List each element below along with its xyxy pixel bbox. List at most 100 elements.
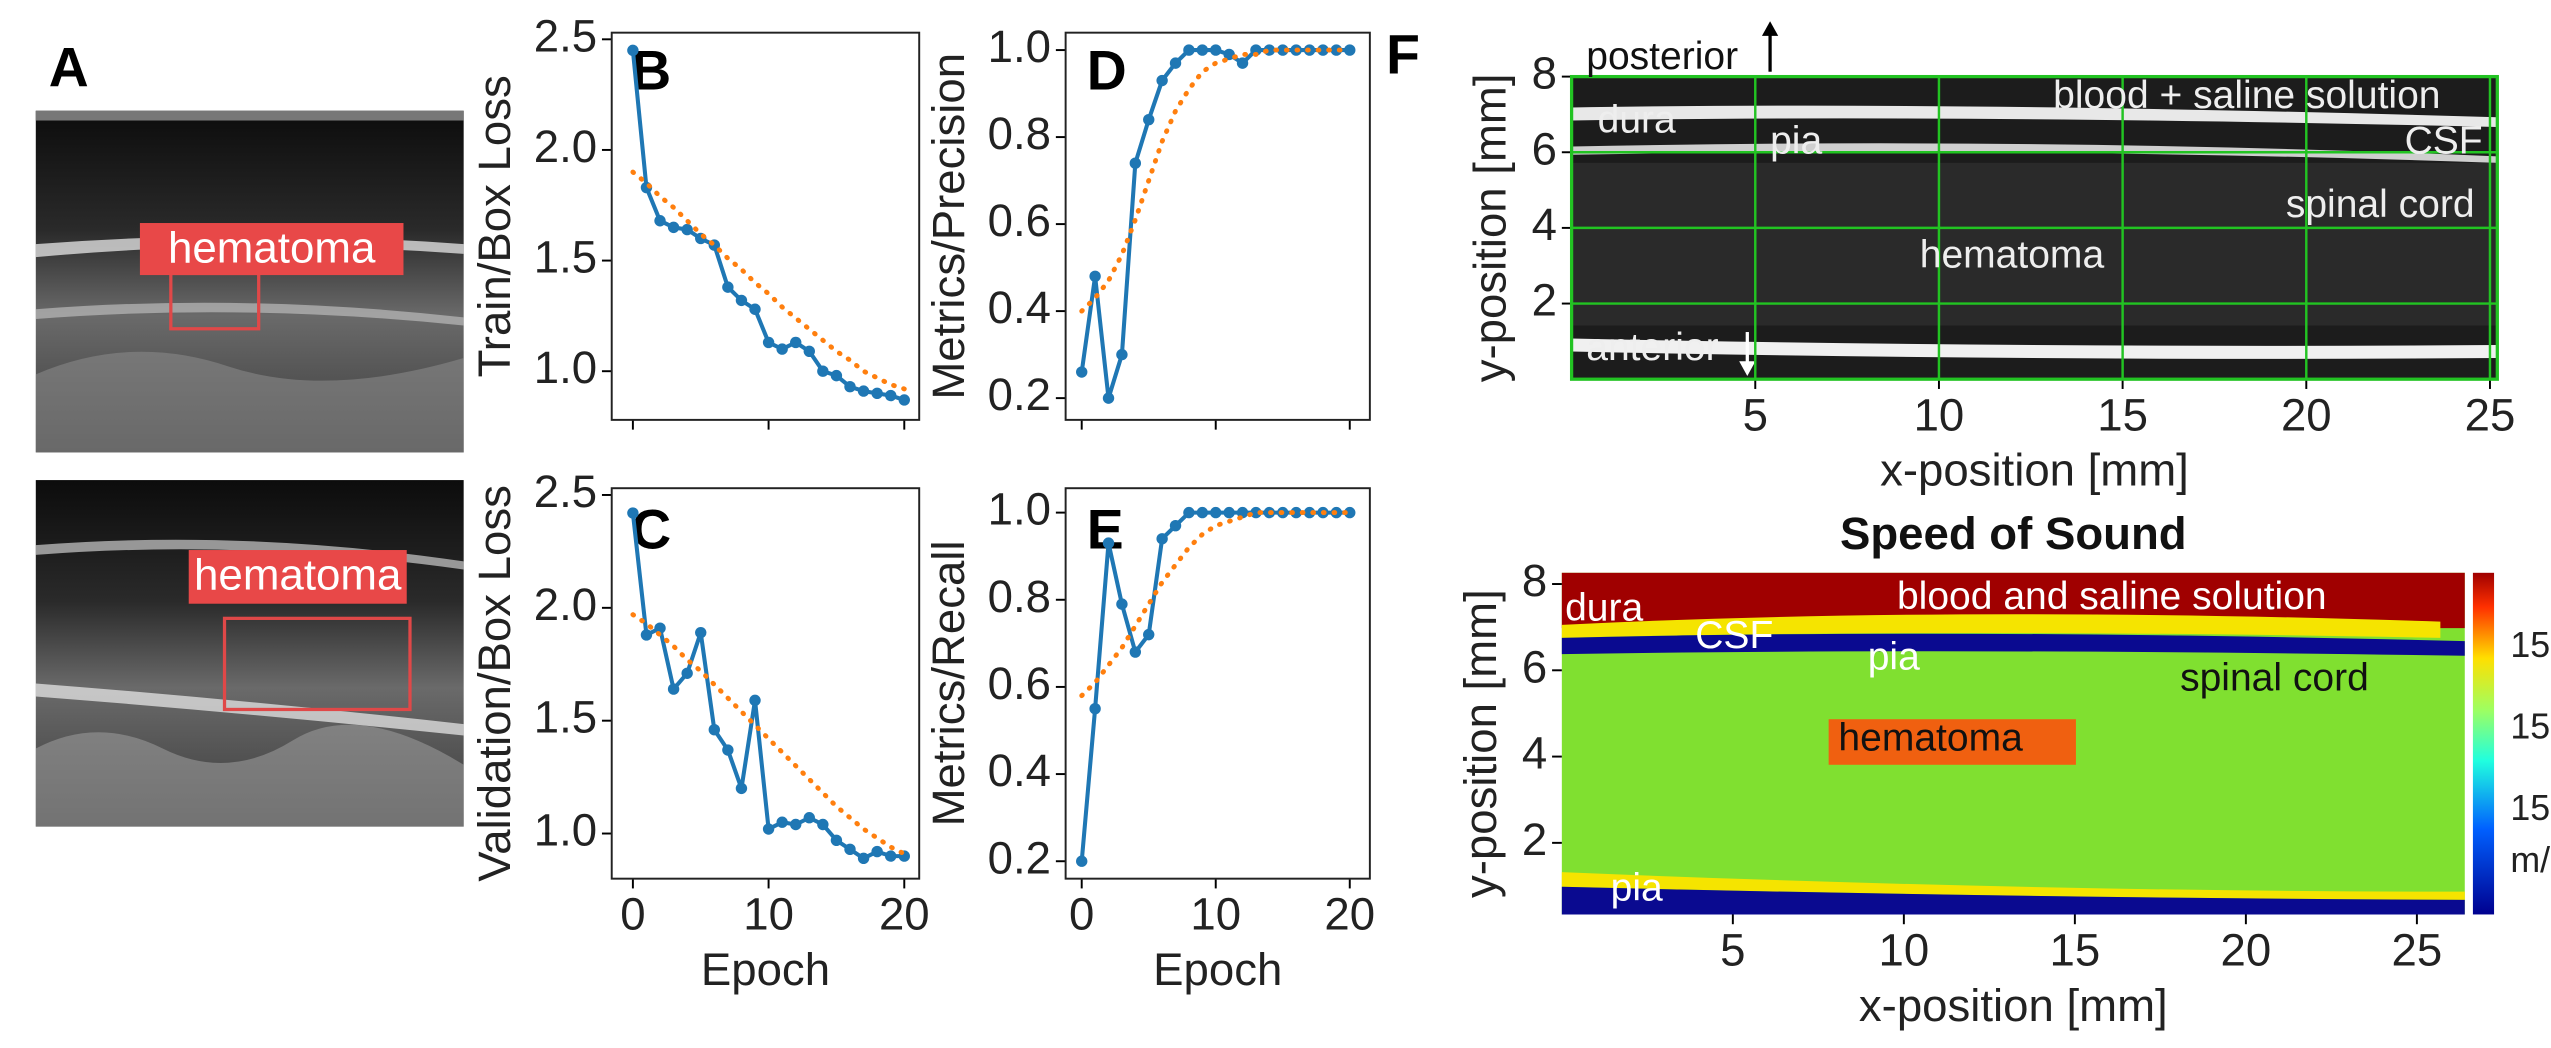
x-tick-label: 20 xyxy=(2221,925,2272,976)
data-point xyxy=(1183,506,1195,519)
data-point xyxy=(1223,506,1235,519)
label-background xyxy=(188,550,407,604)
data-point xyxy=(885,389,897,402)
panel-label: E xyxy=(1087,498,1124,560)
data-point xyxy=(817,818,829,831)
tissue-layer xyxy=(1571,338,2498,359)
x-axis-label: Epoch xyxy=(701,944,830,995)
y-tick-label: 2 xyxy=(1532,275,1557,326)
data-point xyxy=(830,369,843,382)
tissue-layer xyxy=(1571,143,2498,163)
data-point xyxy=(1196,506,1209,519)
colorbar xyxy=(2472,572,2495,915)
arrow-head xyxy=(1739,361,1756,376)
data-point xyxy=(722,281,734,293)
data-point xyxy=(1210,506,1222,519)
data-point xyxy=(790,818,802,831)
x-tick-label: 20 xyxy=(2281,389,2332,440)
sound-speed-region xyxy=(1561,886,2465,915)
data-point xyxy=(776,816,788,828)
y-tick-label: 1.0 xyxy=(988,484,1051,535)
data-point xyxy=(1116,598,1128,610)
annotation: posterior xyxy=(1586,35,1738,78)
data-point xyxy=(1102,392,1115,404)
x-tick-label: 5 xyxy=(1720,925,1745,976)
x-axis-label: x-position [mm] xyxy=(1880,445,2189,496)
data-point xyxy=(1317,44,1329,56)
data-line xyxy=(1079,48,1352,399)
data-point xyxy=(1143,628,1155,641)
y-tick-label: 1.0 xyxy=(988,21,1051,72)
annotation: pia xyxy=(1611,866,1663,909)
data-point xyxy=(1210,44,1222,56)
x-tick-label: 10 xyxy=(743,889,794,940)
annotation: pia xyxy=(1770,120,1822,163)
y-axis-label: Metrics/Precision xyxy=(923,53,974,400)
y-tick-label: 2.5 xyxy=(534,466,597,517)
plot-frame xyxy=(1064,487,1371,880)
y-tick-label: 4 xyxy=(1532,199,1557,250)
plot-frame xyxy=(610,31,921,421)
data-point xyxy=(749,303,761,315)
colorbar-label: 15 xyxy=(2510,706,2550,746)
data-point xyxy=(627,507,639,519)
detection-label: hematoma xyxy=(168,223,376,272)
data-point xyxy=(790,336,802,349)
data-point xyxy=(1076,366,1088,378)
x-tick-label: 20 xyxy=(1324,889,1375,940)
data-point xyxy=(667,221,680,234)
data-point xyxy=(695,626,707,639)
y-tick-label: 0.2 xyxy=(988,369,1051,420)
data-point xyxy=(1344,506,1356,519)
panel-label: A xyxy=(49,36,89,98)
data-point xyxy=(640,629,653,641)
x-tick-label: 10 xyxy=(1190,889,1241,940)
annotation: pia xyxy=(1868,635,1920,678)
data-point xyxy=(667,683,680,695)
y-tick-label: 1.0 xyxy=(534,342,597,393)
x-tick-label: 0 xyxy=(620,889,645,940)
x-tick-label: 15 xyxy=(2050,925,2101,976)
sound-speed-region xyxy=(1561,614,2441,638)
data-point xyxy=(1236,57,1249,69)
data-point xyxy=(1344,44,1356,56)
y-tick-label: 0.8 xyxy=(988,108,1051,159)
annotation: CSF xyxy=(2405,120,2483,163)
chart-title: Speed of Sound xyxy=(1840,508,2187,559)
detection-label: hematoma xyxy=(194,550,402,599)
x-tick-label: 20 xyxy=(879,889,930,940)
x-tick-label: 25 xyxy=(2465,389,2516,440)
data-line xyxy=(1079,510,1352,864)
data-point xyxy=(681,667,693,679)
data-point xyxy=(1250,44,1262,56)
y-axis-label: Metrics/Recall xyxy=(923,540,974,826)
data-point xyxy=(1223,48,1235,61)
trend-line xyxy=(1079,47,1353,314)
tissue-layer xyxy=(1571,105,2498,128)
y-tick-label: 2.5 xyxy=(534,10,597,61)
y-tick-label: 0.2 xyxy=(988,832,1051,883)
data-point xyxy=(776,343,788,355)
data-point xyxy=(722,744,734,756)
sound-speed-region xyxy=(1561,872,2465,900)
y-tick-label: 4 xyxy=(1522,728,1547,779)
plot-frame xyxy=(610,487,921,880)
data-point xyxy=(898,394,910,406)
colorbar-label: 15 xyxy=(2510,625,2550,665)
detection-box xyxy=(222,616,412,712)
x-tick-label: 5 xyxy=(1743,389,1768,440)
x-axis-label: x-position [mm] xyxy=(1859,980,2168,1031)
x-tick-label: 10 xyxy=(1914,389,1965,440)
x-tick-label: 25 xyxy=(2392,925,2443,976)
y-axis-label: Train/Box Loss xyxy=(469,75,520,377)
colorbar-label: m/ xyxy=(2510,840,2550,880)
trend-line xyxy=(630,612,907,857)
y-tick-label: 1.5 xyxy=(534,692,597,743)
data-point xyxy=(654,622,666,634)
annotation: hematoma xyxy=(1920,233,2105,276)
data-point xyxy=(735,294,748,307)
data-point xyxy=(1076,855,1088,867)
annotation: spinal cord xyxy=(2180,656,2369,699)
y-tick-label: 0.8 xyxy=(988,571,1051,622)
annotation: hematoma xyxy=(1838,717,2023,760)
